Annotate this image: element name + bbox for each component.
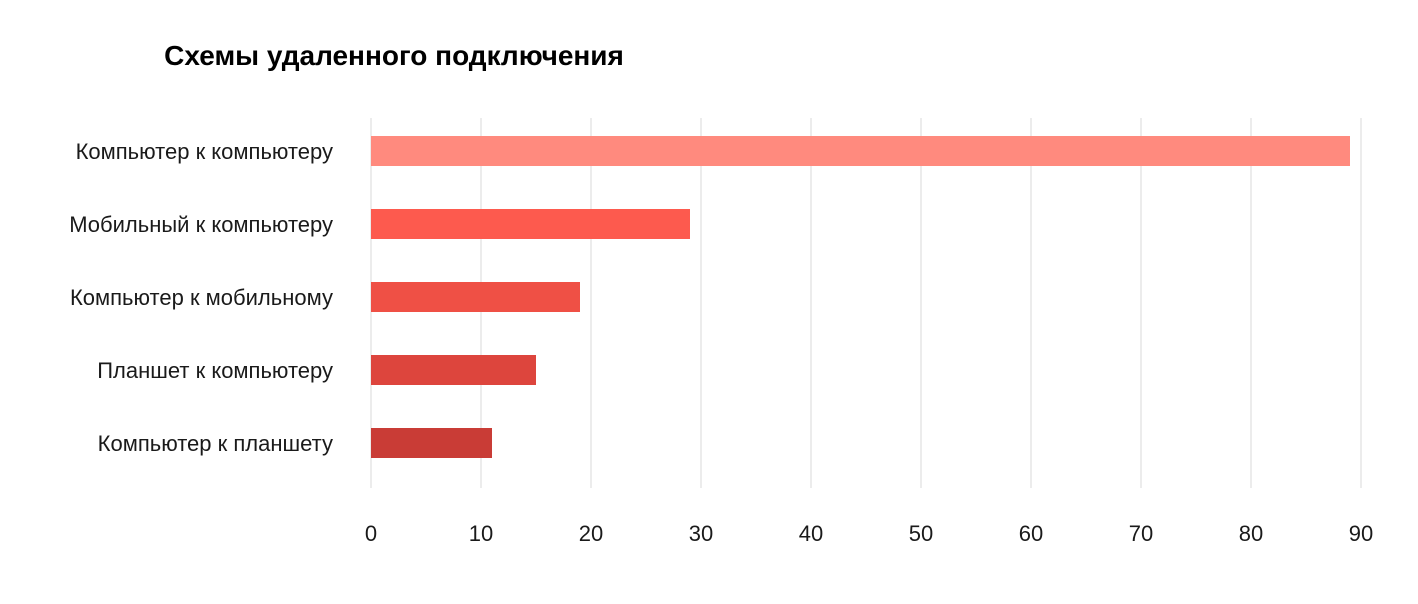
x-tick-label: 10 xyxy=(469,521,493,546)
category-labels: Компьютер к компьютеру Мобильный к компью… xyxy=(69,139,333,456)
chart-title: Схемы удаленного подключения xyxy=(0,40,1128,72)
x-tick-label: 50 xyxy=(909,521,933,546)
bars xyxy=(371,136,1350,458)
x-tick-label: 90 xyxy=(1349,521,1373,546)
category-label: Компьютер к компьютеру xyxy=(76,139,333,164)
category-label: Мобильный к компьютеру xyxy=(69,212,333,237)
category-label: Компьютер к мобильному xyxy=(70,285,333,310)
bar xyxy=(371,209,690,239)
x-tick-label: 20 xyxy=(579,521,603,546)
category-label: Компьютер к планшету xyxy=(98,431,333,456)
x-tick-label: 70 xyxy=(1129,521,1153,546)
x-tick-labels: 0 10 20 30 40 50 60 70 80 90 xyxy=(365,521,1373,546)
x-tick-label: 30 xyxy=(689,521,713,546)
x-tick-label: 40 xyxy=(799,521,823,546)
bar xyxy=(371,136,1350,166)
chart-title-text: Схемы удаленного подключения xyxy=(164,40,624,71)
x-tick-label: 60 xyxy=(1019,521,1043,546)
x-tick-label: 0 xyxy=(365,521,377,546)
bar xyxy=(371,355,536,385)
x-tick-label: 80 xyxy=(1239,521,1263,546)
category-label: Планшет к компьютеру xyxy=(97,358,333,383)
bar xyxy=(371,282,580,312)
bar xyxy=(371,428,492,458)
